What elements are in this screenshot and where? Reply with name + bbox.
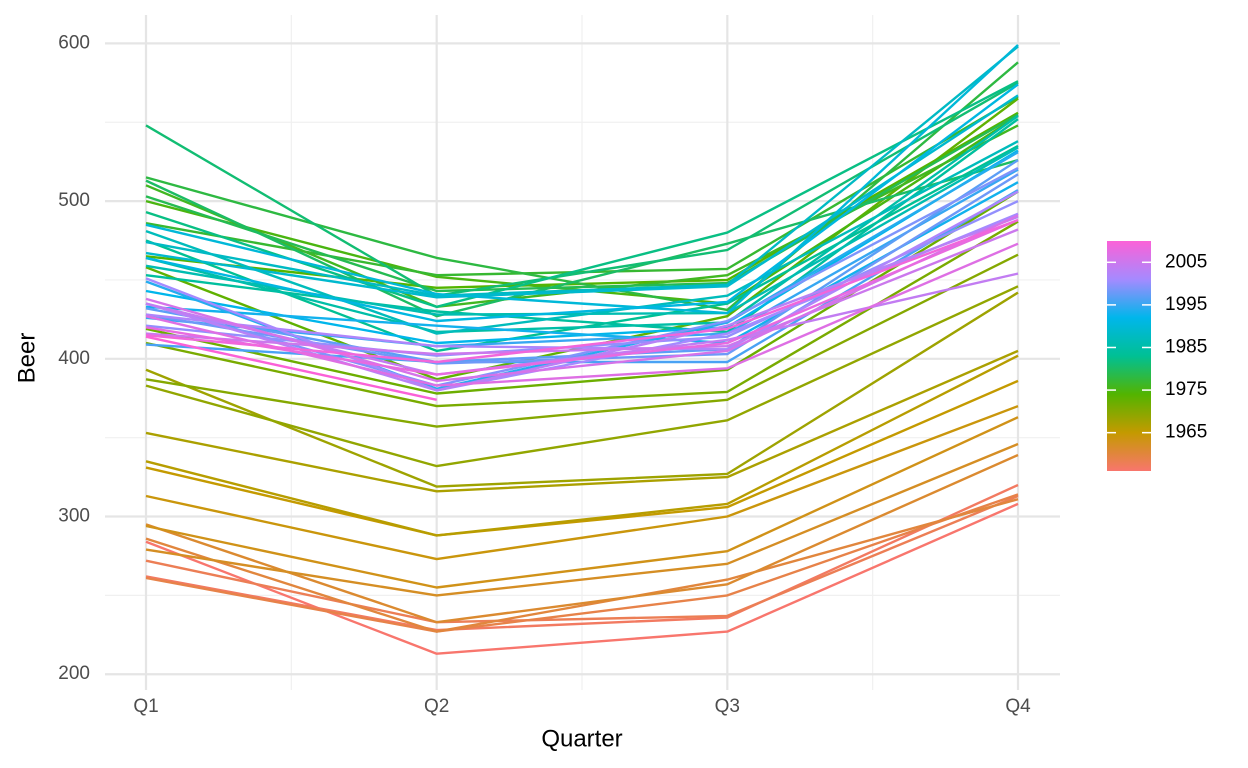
series-line — [145, 494, 1019, 624]
series-line — [145, 349, 1019, 493]
series-line — [145, 291, 1019, 488]
series-line — [145, 214, 1019, 383]
series-line — [145, 416, 1019, 589]
series-line — [145, 228, 1019, 356]
series-line — [145, 45, 1019, 297]
legend-label: 1995 — [1165, 294, 1207, 315]
series-line — [145, 94, 1019, 299]
y-tick-label: 600 — [58, 32, 90, 53]
series-line — [145, 218, 1019, 376]
x-tick-label: Q1 — [133, 696, 158, 717]
series-line — [145, 140, 1019, 335]
legend-label: 1985 — [1165, 336, 1207, 357]
x-axis-title: Quarter — [541, 725, 622, 752]
series-line — [145, 118, 1019, 334]
series-line — [145, 498, 1019, 633]
series-line — [145, 83, 1019, 323]
x-tick-label: Q4 — [1005, 696, 1031, 717]
legend-label: 2005 — [1165, 251, 1207, 272]
series-line — [145, 493, 1019, 633]
series-line — [145, 44, 1019, 315]
series-line — [145, 168, 1019, 348]
legend-label: 1975 — [1165, 379, 1207, 400]
y-tick-label: 300 — [58, 506, 90, 527]
series-line — [145, 483, 1019, 632]
series-line — [145, 285, 1019, 468]
y-tick-label: 400 — [58, 348, 90, 369]
y-tick-label: 200 — [58, 663, 90, 684]
color-bar — [1107, 241, 1151, 471]
series-line — [145, 218, 1019, 364]
series-line — [145, 113, 1019, 293]
y-axis-title: Beer — [13, 333, 40, 384]
x-tick-label: Q3 — [715, 696, 740, 717]
series-line — [145, 442, 1019, 597]
series-line — [145, 335, 437, 401]
series-line — [145, 404, 1019, 561]
series-line — [145, 61, 1019, 312]
series-line — [145, 181, 1019, 345]
legend-label: 1965 — [1165, 422, 1207, 443]
x-tick-label: Q2 — [424, 696, 449, 717]
y-tick-label: 500 — [58, 190, 90, 211]
series-line — [145, 354, 1019, 537]
series-line — [145, 379, 1019, 537]
series-line — [145, 502, 1019, 655]
series-line — [145, 158, 1019, 318]
lines — [145, 44, 1019, 655]
legend: 1965 1975 1985 1995 2005 — [1107, 241, 1207, 471]
series-line — [145, 253, 1019, 428]
